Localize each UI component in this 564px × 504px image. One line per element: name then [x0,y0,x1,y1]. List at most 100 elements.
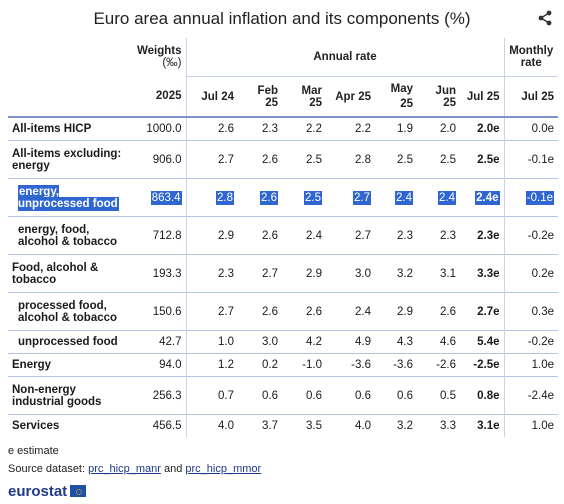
cell-value: 3.0 [355,267,371,280]
cell-value: 3.3 [440,420,456,432]
table-cell: 3.1e [460,415,504,438]
cell-value: 4.3 [397,336,413,348]
table-cell: 2.0 [417,117,460,141]
row-label: All-items excluding: energy [8,141,130,179]
table-cell: 1.9 [375,117,417,141]
cell-value: 712.8 [152,229,182,242]
cell-value: 2.3 [397,229,413,242]
table-cell: 712.8 [130,217,186,255]
cell-value: 2.6 [306,305,322,318]
table-cell: 2.2 [282,117,326,141]
table-cell: 3.3e [460,255,504,293]
cell-value: 1.2 [218,359,234,371]
cell-value: 2.0e [477,123,500,135]
header-annual-rate: Annual rate [185,38,504,77]
table-cell: 3.0 [238,331,282,354]
cell-value: 1.0 [218,336,234,348]
table-cell: 42.7 [130,331,186,354]
cell-value: 3.3e [477,267,500,280]
cell-value: 0.3e [531,305,554,318]
cell-value: 2.3e [477,229,500,242]
table-cell: 863.4 [130,179,186,217]
table-cell: -0.2e [503,330,558,354]
table-cell: 2.0e [460,117,504,141]
cell-value: 2.6 [262,153,278,166]
table-cell: 2.5 [375,141,417,179]
table-cell: 3.0 [326,255,375,293]
table-cell: 4.0 [326,415,375,438]
cell-value: 2.3 [440,229,456,242]
cell-value: 5.4e [477,336,500,348]
table-cell: 4.3 [375,331,417,354]
table-cell: 2.8 [326,141,375,179]
cell-value: 2.5 [397,153,413,166]
table-cell: 2.6 [417,293,460,331]
header-monthly-rate: Monthly rate [503,38,558,77]
table-cell: 2.4 [326,293,375,331]
table-cell: -3.6 [326,354,375,377]
source-line: Source dataset: prc_hicp_manr and prc_hi… [8,463,261,475]
table-cell: 2.7 [326,217,375,255]
table-cell: -0.2e [503,216,558,255]
row-label: Services [8,415,130,438]
table-cell: 2.7 [238,255,282,293]
source-link-mmor[interactable]: prc_hicp_mmor [185,463,262,475]
table-row: Energy 94.0 1.2 0.2 -1.0 -3.6 -3.6 -2.6 -2.5e 1.0… [8,353,558,377]
table-row: Services 456.5 4.0 3.7 3.5 4.0 3.2 3.3 3.1e 1.0e [8,414,558,438]
cell-value: 0.0e [531,123,554,135]
table-cell: 94.0 [130,354,186,377]
cell-value: 0.2e [531,267,554,280]
table-cell: 4.6 [417,331,460,354]
table-row: unprocessed food 42.7 1.0 3.0 4.2 4.9 4.3 4.6 5.… [8,330,558,354]
col-header-jul25: Jul 25 [460,76,504,117]
table-cell: 2.3 [238,117,282,141]
cell-value: 2.5e [477,153,500,166]
cell-value: 1.9 [397,123,413,135]
table-cell: 0.2e [503,254,558,293]
cell-value: 3.5 [306,420,322,432]
table-cell: 0.6 [238,377,282,415]
logo-text: eurostat [8,482,68,500]
table-cell: -2.5e [460,354,504,377]
col-header-feb25: Feb 25 [238,76,282,117]
cell-value: 0.5 [440,389,456,402]
cell-value: 4.6 [440,336,456,348]
cell-value: 4.0 [218,420,234,432]
eurostat-logo: eurostat [8,482,87,500]
row-label: Food, alcohol & tobacco [8,255,130,293]
eu-flag-icon [70,485,87,497]
table-row: processed food, alcohol & tobacco 150.6 2.… [8,292,558,331]
cell-value: 2.0 [440,123,456,135]
cell-value: -2.4e [527,389,554,402]
cell-value: 906.0 [152,153,182,166]
table-cell: 0.6 [282,377,326,415]
cell-value: 2.8 [355,153,371,166]
table-cell: 2.2 [326,117,375,141]
cell-value: 2.4 [395,190,413,205]
cell-value: 4.2 [306,336,322,348]
cell-value: 2.6 [440,305,456,318]
inflation-table: Weights (‰) Annual rate Monthly rate 202… [8,38,558,437]
cell-value: -3.6 [393,359,413,371]
table-row: All-items excluding: energy 906.0 2.7 2.6 2.… [8,140,558,179]
col-header-jul24: Jul 24 [185,76,238,117]
row-label: unprocessed food [8,331,130,354]
chart-title: Euro area annual inflation and its compo… [93,9,471,28]
cell-value: 2.9 [306,267,322,280]
source-link-manr[interactable]: prc_hicp_manr [88,463,161,475]
source-prefix: Source dataset: [8,463,86,475]
cell-value: 2.7 [218,153,234,166]
cell-value: 1.0e [531,420,554,432]
table-row: Non-energy industrial goods 256.3 0.7 0.6 0.… [8,376,558,415]
table-cell: 4.0 [185,414,238,437]
cell-value: 2.7 [262,267,278,280]
share-icon[interactable] [537,10,553,26]
cell-value: 193.3 [152,267,182,280]
table-cell: 1000.0 [130,117,186,141]
cell-value: 150.6 [152,305,182,318]
table-row: energy, unprocessed food 863.4 2.8 2.6 2.5 2.… [8,178,558,217]
table-cell: 2.5 [417,141,460,179]
cell-value: 456.5 [152,420,182,432]
row-label-text: processed food, alcohol & tobacco [18,299,118,324]
table-cell: 2.9 [282,255,326,293]
